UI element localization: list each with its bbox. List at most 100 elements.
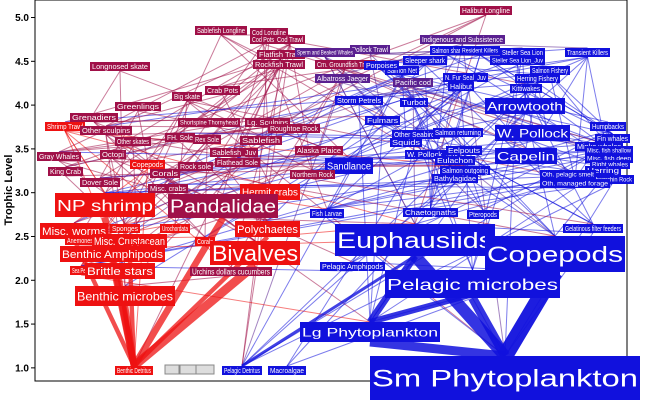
node-label: W. Pollock_Juv <box>407 152 459 159</box>
node-box <box>530 66 570 75</box>
trophic-link <box>222 68 346 87</box>
node-label: FH. Sole <box>167 135 193 142</box>
node-label: W. Pollock <box>497 126 569 140</box>
node-label: Sponges <box>112 226 138 233</box>
species-node: Rock sole <box>178 162 213 171</box>
node-box <box>172 92 202 101</box>
species-node: Other skates <box>115 137 151 146</box>
node-box <box>590 160 630 169</box>
node-box <box>485 236 625 272</box>
species-node: Other sculpins <box>80 126 132 135</box>
species-node: Corals <box>150 169 180 178</box>
trophic-link <box>195 143 208 163</box>
node-label: Arrowtooth <box>487 99 563 113</box>
node-label: Bivalves <box>212 241 298 266</box>
node-label: Salmon shark <box>432 48 463 55</box>
node-label: Transient Killers <box>567 50 608 57</box>
node-box <box>515 74 560 83</box>
node-box <box>222 366 262 375</box>
trophic-link <box>58 160 106 194</box>
species-node: Herring <box>585 166 621 175</box>
species-node: Corals <box>195 237 215 246</box>
node-box <box>365 116 400 125</box>
node-box <box>385 270 560 298</box>
node-label: Greenlings <box>117 104 160 111</box>
node-label: Misc. fish shallow <box>587 149 632 155</box>
species-node: Misc. fish deep <box>585 154 633 163</box>
species-node: Oth. pelagic smelt <box>540 170 596 179</box>
species-node: Halibut <box>448 82 474 91</box>
node-label: Halibut <box>450 84 472 91</box>
node-label: Lg Phytoplankton <box>302 325 438 339</box>
node-box <box>510 84 542 93</box>
node-box <box>178 118 240 127</box>
node-label: Pelagic Amphipods <box>322 264 384 271</box>
species-node: Steller Sea Lion_Juv <box>490 56 545 65</box>
trophic-link <box>65 169 313 177</box>
node-label: Benthic Detritus <box>117 368 151 375</box>
node-label: Brittle stars <box>87 266 154 278</box>
trophic-link <box>58 145 134 153</box>
node-label: Sleeper shark <box>405 58 445 65</box>
node-label: Herring <box>587 168 619 175</box>
species-node: Pandalidae <box>168 194 278 218</box>
species-node: Salmon returning <box>433 128 483 137</box>
node-box <box>275 35 305 44</box>
node-box <box>80 126 132 135</box>
node-label: Dover Sole <box>82 180 118 187</box>
trophic-link <box>369 337 506 361</box>
species-node: Alaska Plaice <box>295 146 343 155</box>
node-label: Halibut Longline <box>462 8 510 15</box>
species-node: Cod Pots <box>250 35 276 44</box>
node-label: Salmon Fishery <box>532 68 568 75</box>
species-node: Shrimp Trawl <box>45 122 85 131</box>
node-label: Big skate <box>174 94 200 101</box>
species-node: FH. Sole <box>165 133 195 142</box>
node-label: Copepods <box>132 162 163 169</box>
node-label: Sablefish_Juv <box>212 150 256 157</box>
node-box <box>393 78 433 87</box>
node-box <box>364 61 399 70</box>
species-node: W. Pollock <box>495 125 570 141</box>
species-node: Sm Phytoplankton <box>370 356 640 400</box>
node-label: Fish Larvae <box>312 211 342 218</box>
node-label: Bathylagidae <box>434 176 476 183</box>
species-node: Macroalgae <box>268 366 306 375</box>
node-box <box>485 98 565 114</box>
y-axis-label: Trophic Level <box>3 155 15 226</box>
species-node: N. Fur Seal_Juv <box>443 73 488 82</box>
node-label: Pteropods <box>469 212 497 219</box>
node-label: Northern Rock <box>292 172 333 179</box>
node-label: Pandalidae <box>170 196 276 216</box>
y-tick-label: 1.5 <box>15 320 29 331</box>
species-node: Pacific cod <box>393 78 433 87</box>
node-label: Other skates <box>117 139 149 146</box>
species-node: Gelatinous filter feeders <box>563 224 623 233</box>
node-box <box>268 366 306 375</box>
node-box <box>420 35 505 44</box>
species-node: King Crab <box>48 167 83 176</box>
species-node: Polychaetes <box>235 221 300 237</box>
species-node: Pelagic Amphipods <box>320 262 385 271</box>
y-tick-label: 2.0 <box>15 276 29 287</box>
node-box <box>195 237 215 246</box>
node-label: Resident Killers <box>462 49 498 55</box>
node-box <box>495 125 570 141</box>
node-label: Shrimp Trawl <box>47 124 83 131</box>
node-label: Sm Phytoplankton <box>372 366 638 393</box>
trophic-link <box>124 275 232 287</box>
node-label: Sablefish <box>242 138 280 145</box>
node-label: King Crab <box>50 169 81 176</box>
node-label: Sandlance <box>327 162 371 173</box>
node-label: Albatross Jaeger <box>317 76 369 83</box>
node-box <box>150 169 180 178</box>
species-node: Sperm and Beaked Whales <box>295 48 355 57</box>
node-label: Misc. fish deep <box>587 157 632 163</box>
trophic-link <box>186 100 576 180</box>
species-node: Brittle stars <box>85 263 155 279</box>
node-box <box>448 82 474 91</box>
species-node: Indigenous and Subsistence <box>420 35 505 44</box>
species-node: Anemones <box>65 236 95 245</box>
species-node: Big skate <box>172 92 202 101</box>
node-label: Misc. worms <box>42 226 107 238</box>
